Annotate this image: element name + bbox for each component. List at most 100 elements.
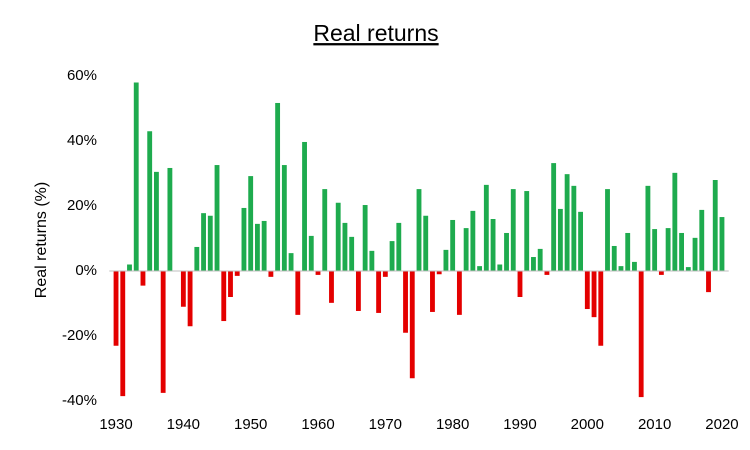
y-tick-label: -20%: [62, 327, 97, 344]
bar: [180, 271, 186, 307]
bar: [517, 271, 523, 297]
bar: [436, 271, 442, 275]
bar: [706, 271, 711, 293]
bar: [120, 271, 126, 397]
bar: [450, 219, 456, 271]
bar: [275, 102, 281, 271]
bar: [261, 220, 267, 271]
bar: [409, 271, 415, 379]
bar: [295, 271, 301, 315]
bar: [584, 271, 590, 310]
bar: [167, 167, 173, 271]
bar: [638, 271, 644, 398]
bar: [497, 264, 503, 271]
bar: [362, 205, 368, 271]
bar: [537, 248, 543, 271]
bar: [679, 232, 684, 271]
bar: [645, 185, 651, 271]
bar: [699, 209, 705, 271]
bar: [355, 271, 361, 311]
bar: [349, 236, 355, 271]
bar: [571, 185, 577, 271]
bar: [510, 189, 516, 271]
bar: [154, 171, 159, 271]
bar: [456, 271, 462, 315]
chart-title: Real returns: [313, 20, 438, 46]
bar: [430, 271, 435, 312]
bar: [248, 176, 254, 271]
y-axis-label: Real returns (%): [33, 182, 50, 298]
y-tick-label: 20%: [67, 197, 97, 214]
bar: [308, 235, 314, 271]
bar: [160, 271, 166, 393]
bar: [221, 271, 227, 322]
bar: [322, 189, 328, 271]
bar: [470, 210, 476, 271]
bar: [483, 184, 489, 271]
bar: [140, 271, 146, 286]
y-tick-label: 40%: [67, 132, 97, 149]
bar: [665, 228, 671, 271]
bar: [302, 141, 307, 271]
x-tick-label: 1960: [301, 416, 334, 433]
bar: [389, 241, 395, 271]
bar: [396, 222, 402, 271]
bar: [329, 271, 334, 303]
bar: [207, 215, 213, 271]
bar: [578, 211, 584, 271]
bar: [254, 223, 260, 271]
bar: [147, 131, 153, 271]
bar: [376, 271, 382, 313]
bar: [288, 253, 294, 271]
bar: [194, 246, 200, 271]
y-tick-label: -40%: [62, 392, 97, 409]
x-tick-label: 2000: [571, 416, 604, 433]
bar: [632, 261, 637, 271]
bar: [557, 208, 563, 271]
bar: [531, 257, 536, 271]
bar: [551, 163, 557, 271]
bar: [369, 250, 375, 271]
bar: [281, 165, 287, 271]
bar: [658, 271, 664, 275]
x-tick-label: 1980: [436, 416, 469, 433]
bar: [315, 271, 321, 275]
bar: [127, 264, 132, 271]
bar: [228, 271, 233, 297]
bar: [611, 245, 617, 271]
bar: [477, 266, 483, 271]
bar: [133, 82, 139, 271]
x-tick-label: 1940: [167, 416, 200, 433]
bar: [423, 215, 429, 271]
bar: [598, 271, 604, 346]
bar: [403, 271, 408, 333]
y-tick-label: 60%: [67, 67, 97, 84]
bar: [416, 189, 422, 271]
bar: [685, 267, 691, 271]
x-tick-label: 2010: [638, 416, 671, 433]
bar: [652, 229, 658, 271]
bar: [618, 266, 624, 271]
bar: [544, 271, 550, 275]
bar: [564, 174, 570, 271]
bar: [605, 189, 610, 271]
bar: [490, 219, 496, 271]
bar: [214, 165, 220, 271]
y-tick-label: 0%: [75, 262, 97, 279]
bar: [463, 228, 469, 271]
bar: [187, 271, 193, 327]
bar: [591, 271, 597, 318]
x-tick-label: 1950: [234, 416, 267, 433]
bar: [504, 232, 509, 271]
bar: [712, 180, 718, 271]
bar: [524, 191, 530, 271]
x-tick-label: 1970: [369, 416, 402, 433]
bar: [692, 237, 698, 271]
bar: [234, 271, 240, 276]
bar: [268, 271, 274, 277]
bar: [241, 207, 247, 271]
bar: [342, 222, 348, 271]
bar: [335, 202, 341, 271]
bar: [719, 217, 725, 271]
